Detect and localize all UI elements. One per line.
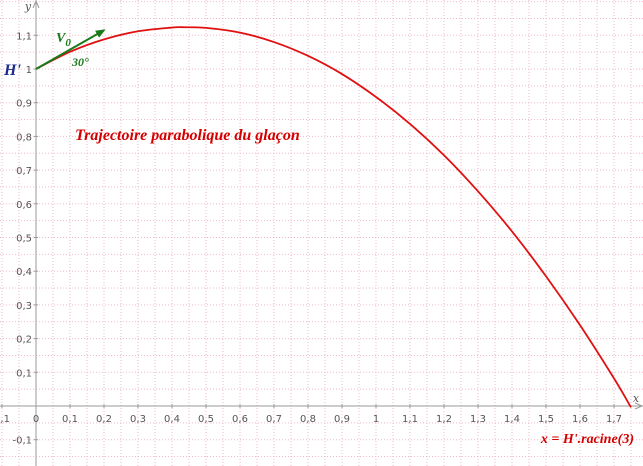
start-point-label: H': [3, 62, 21, 79]
vector-label-main: V: [56, 31, 67, 46]
y-tick-label: 1: [26, 65, 32, 76]
y-tick-label: 0,8: [16, 132, 32, 143]
tick-labels: 0,1 0 0,1 0,2 0,3 0,4 0,5 0,6 0,7 0,8 0,9 1 1,1 1,2 1,…: [0, 31, 622, 446]
trajectory-curve: [35, 26, 632, 408]
x-axis-label: x: [633, 392, 640, 405]
y-tick-label: 0,9: [16, 99, 32, 110]
x-tick-label: 1,4: [504, 414, 520, 425]
angle-label: 30°: [71, 55, 89, 69]
y-axis-label: y: [24, 0, 32, 13]
y-tick-label: 0,6: [16, 200, 32, 211]
x-tick-label: 0,6: [232, 414, 248, 425]
y-tick-label: 1,1: [16, 31, 32, 42]
series-layer: [35, 26, 632, 408]
x-tick-label: 0,3: [130, 414, 146, 425]
y-tick-label: 0,5: [16, 234, 32, 245]
x-tick-label: 1,5: [538, 414, 554, 425]
x-tick-label: 0: [33, 414, 39, 425]
x-tick-label: 0,7: [266, 414, 282, 425]
x-axis-arrow: [634, 402, 643, 410]
x-tick-label: 1,6: [572, 414, 588, 425]
x-tick-label: 0,5: [198, 414, 214, 425]
velocity-vector: [35, 29, 106, 70]
x-tick-label: 1,1: [402, 414, 418, 425]
y-tick-label: 0,4: [16, 267, 32, 278]
x-tick-label: 1,2: [436, 414, 452, 425]
vector-label: V0: [56, 31, 71, 49]
x-tick-label: 1: [373, 414, 379, 425]
y-tick-label: 0,3: [16, 301, 32, 312]
x-tick-label: 0,1: [62, 414, 78, 425]
x-tick-label: 0,4: [164, 414, 180, 425]
y-tick-label: 0,7: [16, 166, 32, 177]
x-tick-label: 0,1: [0, 414, 10, 425]
y-axis-arrow: [32, 0, 40, 9]
x-tick-label: 1,3: [470, 414, 486, 425]
y-tick-label: 0,2: [16, 335, 32, 346]
vector-layer: [35, 29, 106, 70]
x-end-label: x = H'.racine(3): [540, 432, 634, 447]
x-tick-label: 0,9: [334, 414, 350, 425]
vector-label-subscript: 0: [65, 37, 71, 49]
curve-label: Trajectoire parabolique du glaçon: [75, 127, 300, 144]
x-tick-label: 1,7: [606, 414, 622, 425]
x-tick-label: 0,2: [96, 414, 112, 425]
y-tick-label: 0,1: [16, 368, 32, 379]
y-tick-label: -0,1: [12, 436, 32, 447]
x-tick-label: 0,8: [300, 414, 316, 425]
